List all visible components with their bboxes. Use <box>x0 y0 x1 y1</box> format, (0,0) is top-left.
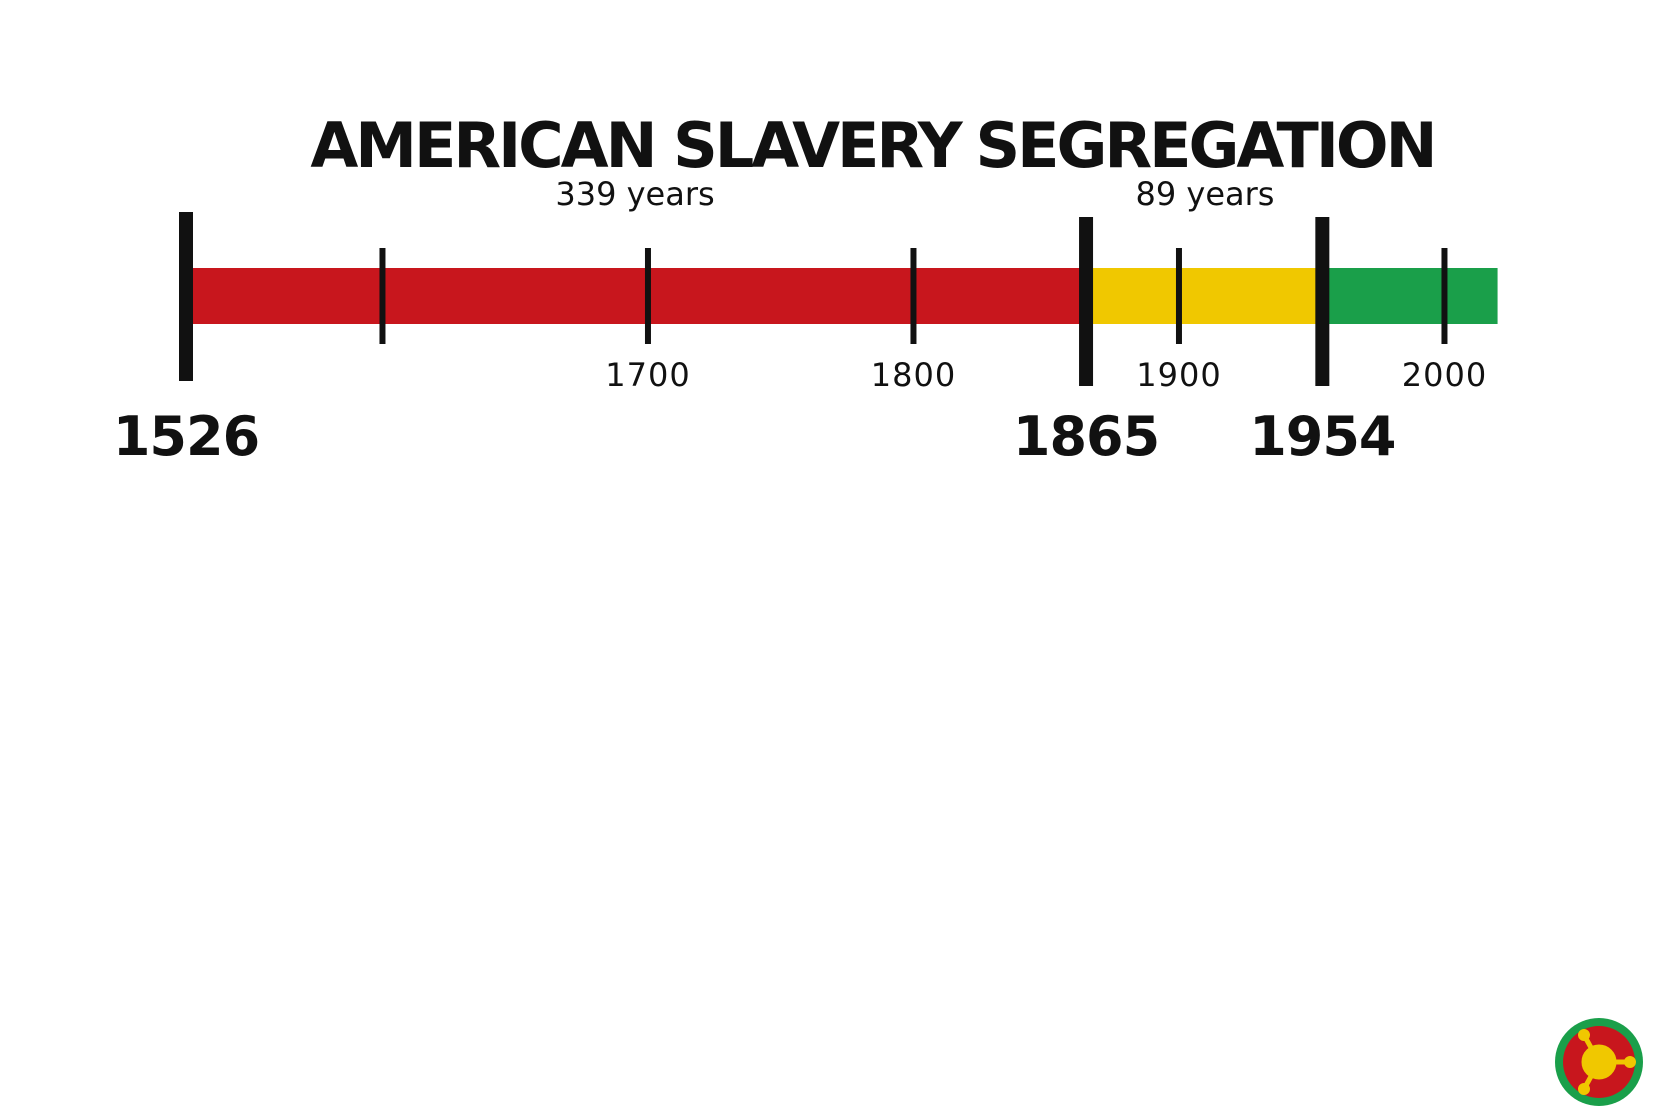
milestone-label: 1954 <box>1249 405 1395 468</box>
pan-african-emblem-icon <box>1555 1018 1643 1106</box>
milestone-marker-1526 <box>179 212 193 381</box>
era-bars <box>186 268 1498 324</box>
century-tick-1900 <box>1175 248 1182 344</box>
logo-symbol <box>1578 1029 1636 1095</box>
era-bar-era-2 <box>1322 268 1498 324</box>
century-tick-1600 <box>379 248 386 344</box>
era-duration-segregation: 89 years <box>1136 175 1275 213</box>
century-label: 1700 <box>605 356 690 394</box>
century-label: 2000 <box>1402 356 1487 394</box>
era-title-american-slavery: AMERICAN SLAVERY <box>310 109 963 182</box>
milestone-labels: 1526 1865 1954 <box>113 405 1397 468</box>
century-ticks: 1700 1800 1900 2000 <box>379 248 1487 394</box>
era-bar-segregation <box>1086 268 1323 324</box>
century-tick-1800 <box>910 248 917 344</box>
era-bar-american-slavery <box>186 268 1087 324</box>
milestone-markers <box>179 212 1330 386</box>
era-title-segregation: SEGREGATION <box>975 109 1434 182</box>
century-label: 1800 <box>871 356 956 394</box>
milestone-label: 1526 <box>113 405 259 468</box>
era-duration-american-slavery: 339 years <box>555 175 714 213</box>
century-tick-1700 <box>644 248 651 344</box>
milestone-label: 1865 <box>1013 405 1159 468</box>
milestone-marker-1954 <box>1315 217 1330 386</box>
milestone-marker-1865 <box>1079 217 1094 386</box>
century-tick-2000 <box>1441 248 1448 344</box>
century-label: 1900 <box>1136 356 1221 394</box>
